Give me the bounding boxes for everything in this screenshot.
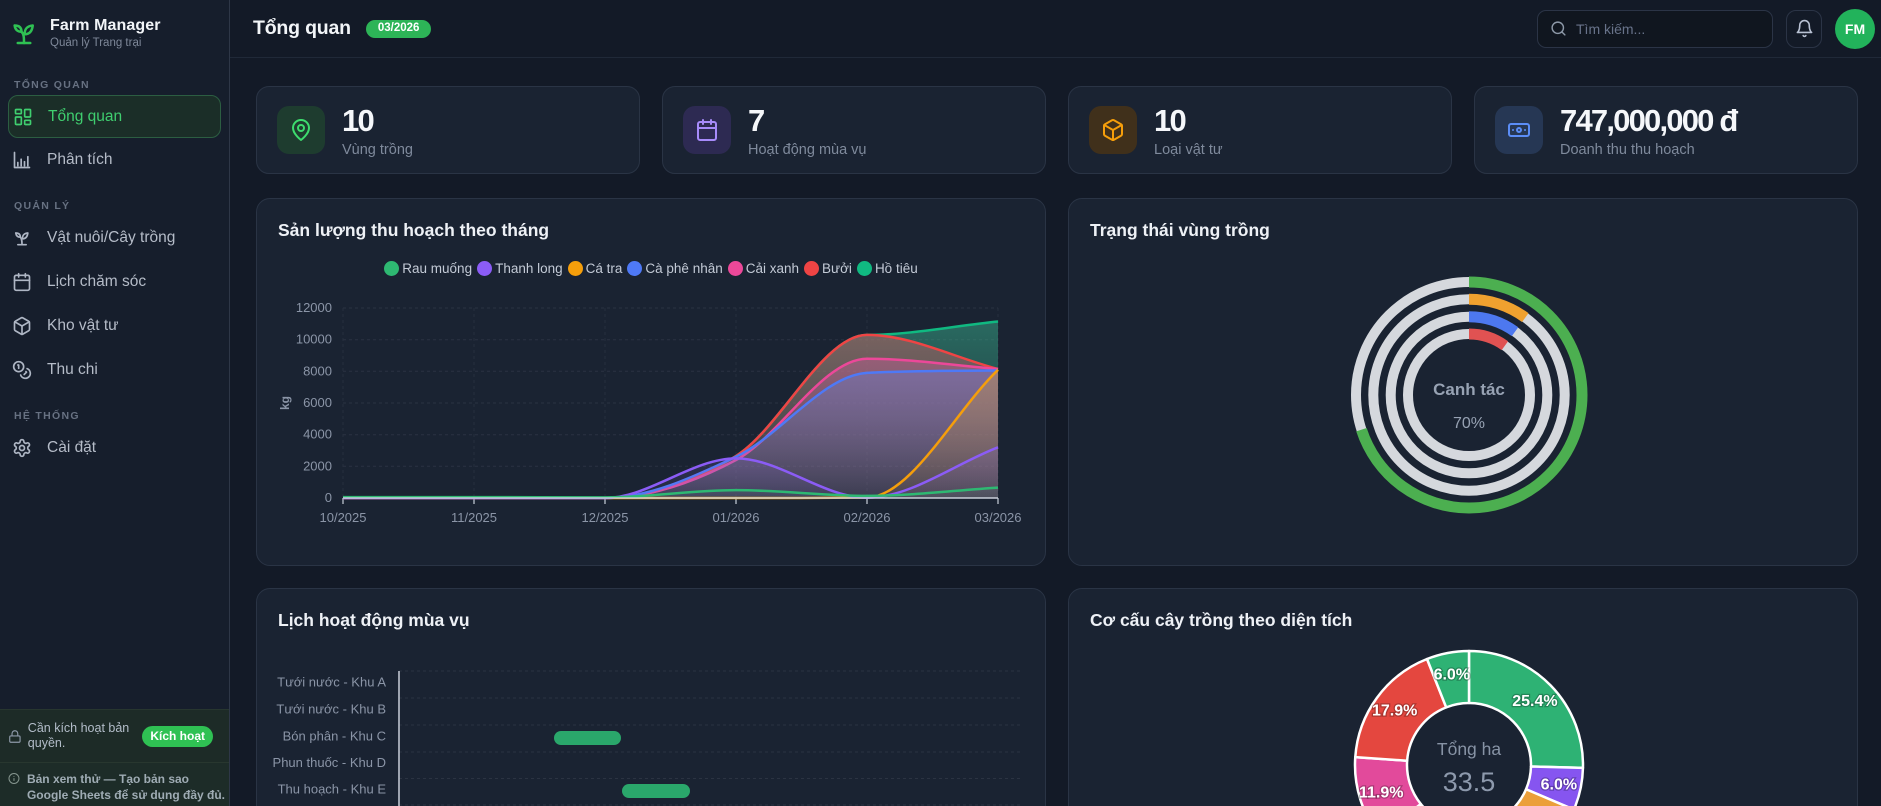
svg-text:6000: 6000 [303, 395, 332, 410]
svg-text:Phun thuốc - Khu D: Phun thuốc - Khu D [273, 755, 386, 770]
svg-text:01/2026: 01/2026 [713, 510, 760, 525]
svg-text:Thu hoạch - Khu E: Thu hoạch - Khu E [278, 782, 387, 797]
svg-text:02/2026: 02/2026 [844, 510, 891, 525]
svg-text:10000: 10000 [296, 332, 332, 347]
svg-text:Canh tác: Canh tác [1433, 380, 1505, 399]
svg-text:12000: 12000 [296, 300, 332, 315]
svg-text:33.5: 33.5 [1443, 767, 1496, 797]
svg-text:17.9%: 17.9% [1372, 703, 1417, 720]
svg-text:70%: 70% [1453, 415, 1485, 432]
svg-text:11/2025: 11/2025 [451, 510, 497, 525]
svg-text:Bón phân - Khu C: Bón phân - Khu C [283, 729, 386, 744]
svg-text:6.0%: 6.0% [1434, 667, 1470, 684]
svg-text:8000: 8000 [303, 363, 332, 378]
svg-text:4000: 4000 [303, 427, 332, 442]
svg-text:Tưới nước - Khu B: Tưới nước - Khu B [276, 702, 386, 717]
svg-text:Tưới nước - Khu A: Tưới nước - Khu A [277, 675, 386, 690]
svg-text:25.4%: 25.4% [1512, 693, 1557, 710]
svg-text:Tổng ha: Tổng ha [1437, 739, 1501, 759]
svg-text:0: 0 [325, 490, 332, 505]
svg-text:12/2025: 12/2025 [582, 510, 629, 525]
svg-text:2000: 2000 [303, 458, 332, 473]
svg-text:11.9%: 11.9% [1359, 785, 1403, 802]
svg-text:03/2026: 03/2026 [975, 510, 1022, 525]
svg-text:10/2025: 10/2025 [320, 510, 367, 525]
svg-text:kg: kg [278, 396, 292, 410]
svg-text:6.0%: 6.0% [1541, 777, 1577, 794]
